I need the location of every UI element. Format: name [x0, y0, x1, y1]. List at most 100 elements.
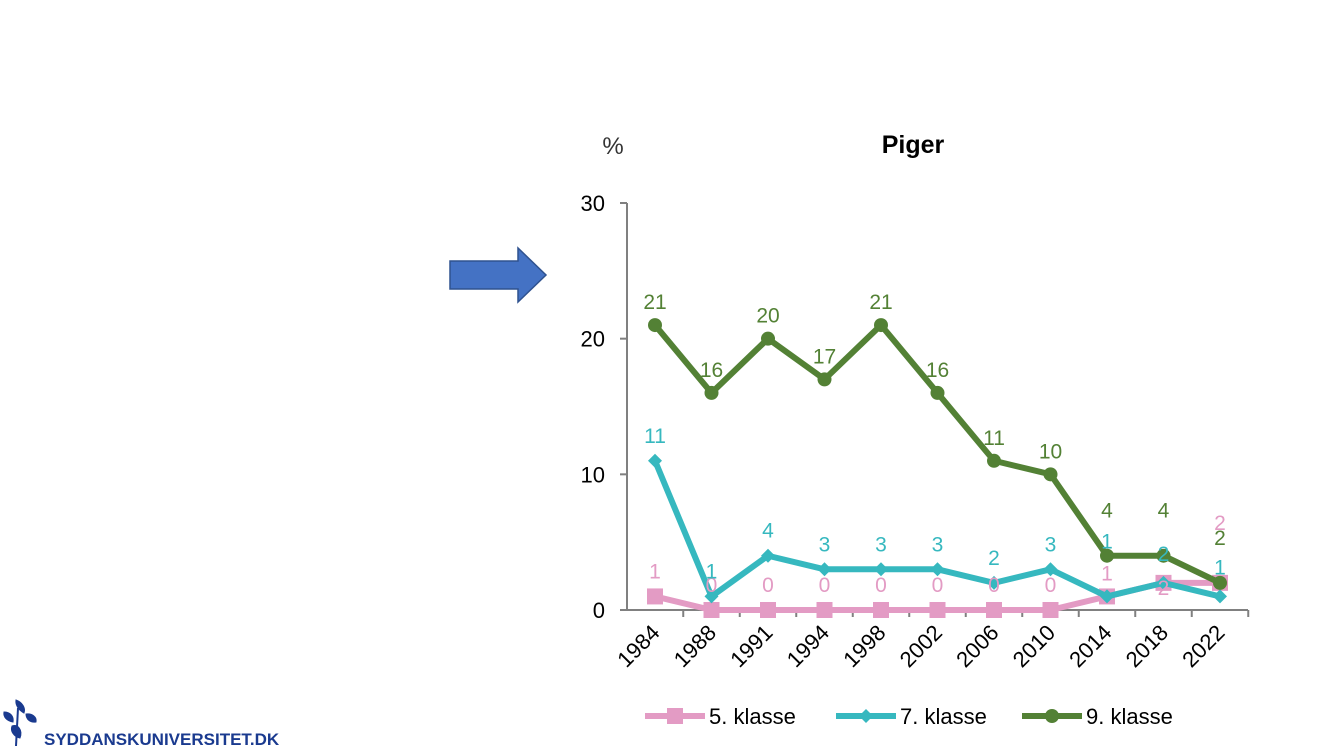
chart-series [647, 318, 1228, 618]
data-label: 16 [926, 359, 949, 382]
series-point [703, 602, 720, 618]
legend-marker [667, 708, 683, 724]
series-point [1213, 575, 1227, 590]
data-label: 4 [1101, 500, 1113, 523]
data-label: 21 [643, 291, 666, 314]
data-label: 0 [932, 574, 944, 597]
series-point [1156, 575, 1171, 590]
data-label: 1 [1101, 562, 1113, 585]
y-tick-label: 10 [581, 462, 605, 487]
series-point [1043, 562, 1058, 577]
x-tick-label: 1994 [782, 620, 834, 672]
x-tick-label: 1988 [669, 620, 721, 672]
series-point [987, 575, 1001, 590]
x-tick-label: 1984 [612, 620, 664, 672]
x-tick-label: 2014 [1064, 620, 1116, 672]
legend-marker [859, 709, 873, 723]
y-tick-label: 30 [581, 191, 605, 216]
series-point [874, 318, 888, 333]
data-label: 11 [983, 427, 1005, 450]
x-tick-label: 2006 [951, 620, 1003, 672]
data-label: 0 [875, 574, 887, 597]
x-tick-label: 1991 [725, 620, 777, 672]
series-point [648, 453, 662, 468]
series-point [930, 385, 945, 400]
series-point [874, 562, 888, 577]
series-3 [648, 318, 1227, 590]
x-tick-label: 2010 [1008, 620, 1060, 672]
series-point [817, 372, 832, 387]
data-label: 3 [819, 533, 831, 556]
data-label: 3 [932, 533, 944, 556]
data-label: 20 [756, 305, 779, 328]
right-arrow-icon [449, 246, 548, 304]
series-point [704, 385, 719, 400]
chart-title: Piger [882, 131, 945, 159]
series-point [704, 589, 719, 604]
data-label: 0 [762, 574, 774, 597]
legend-marker [1045, 709, 1059, 723]
series-point [761, 548, 775, 563]
data-label: 1 [1214, 556, 1226, 579]
series-point [1100, 548, 1114, 563]
series-point [816, 602, 833, 618]
series-2 [648, 453, 1227, 604]
y-tick-label: 0 [593, 598, 605, 623]
series-point [987, 453, 1001, 468]
series-point [817, 562, 832, 577]
data-label: 1 [706, 560, 718, 583]
y-tick-label: 20 [581, 327, 605, 352]
data-label: 17 [813, 345, 836, 368]
series-point [648, 318, 662, 333]
series-point [1100, 589, 1114, 604]
data-label: 0 [819, 574, 831, 597]
legend-label: 9. klasse [1086, 704, 1173, 729]
x-tick-label: 2002 [895, 620, 947, 672]
series-point [1213, 589, 1227, 604]
data-label: 16 [700, 359, 723, 382]
y-unit-label: % [602, 133, 623, 160]
tree-logo-icon [3, 699, 37, 747]
series-point [1043, 467, 1058, 482]
series-point [873, 602, 889, 618]
data-label: 10 [1039, 440, 1062, 463]
data-label: 1 [1101, 530, 1113, 553]
chart-legend: 5. klasse 7. klasse 9. klasse [645, 704, 1173, 729]
data-label: 2 [988, 547, 1000, 570]
series-point [1042, 602, 1059, 618]
data-label: 2 [1214, 512, 1226, 535]
legend-item: 9. klasse [1022, 704, 1173, 729]
series-point [986, 602, 1002, 618]
logo-text: SYDDANSKUNIVERSITET.DK [44, 730, 280, 749]
data-label: 2 [1214, 527, 1226, 550]
data-label: 0 [1045, 574, 1057, 597]
series-point [1156, 548, 1171, 563]
data-label: 3 [1045, 533, 1057, 556]
legend-item: 7. klasse [836, 704, 987, 729]
data-label: 2 [1158, 577, 1170, 600]
x-tick-label: 2018 [1121, 620, 1173, 672]
data-label: 21 [869, 291, 892, 314]
data-label: 4 [1158, 500, 1170, 523]
legend-item: 5. klasse [645, 704, 796, 729]
series-point [760, 602, 776, 618]
series-point [930, 562, 945, 577]
data-label: 11 [644, 425, 666, 448]
series-point [647, 588, 663, 605]
data-label: 1 [649, 560, 661, 583]
series-point [929, 602, 946, 618]
university-logo: SYDDANSKUNIVERSITET.DK [3, 699, 280, 749]
x-tick-label: 2022 [1177, 620, 1229, 672]
legend-label: 7. klasse [900, 704, 987, 729]
data-label: 0 [706, 574, 718, 597]
x-tick-label: 1998 [838, 620, 890, 672]
series-point [761, 331, 775, 346]
data-label: 2 [1158, 543, 1170, 566]
legend-label: 5. klasse [709, 704, 796, 729]
data-label: 3 [875, 533, 887, 556]
data-label: 0 [988, 574, 1000, 597]
data-label: 4 [762, 520, 774, 543]
